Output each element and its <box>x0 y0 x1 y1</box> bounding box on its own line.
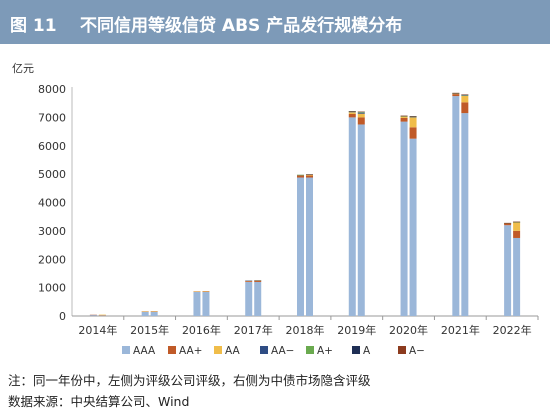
bar-segment-right <box>98 315 106 316</box>
bar-segment-left <box>193 291 201 316</box>
figure-label: 图 11 <box>10 16 57 36</box>
bar-segment-right <box>357 112 365 113</box>
bar-segment-right <box>254 280 262 282</box>
bar-segment-left <box>297 175 304 178</box>
bar-segment-left <box>400 117 408 122</box>
bar-segment-left <box>141 311 149 316</box>
bar-segment-right <box>98 314 106 316</box>
bar-segment-left <box>452 93 460 95</box>
bar-segment-left <box>452 94 460 97</box>
legend-swatch <box>122 346 130 354</box>
x-tick-label: 2019年 <box>337 323 376 337</box>
bar-segment-left <box>348 113 356 118</box>
legend-swatch <box>168 346 176 354</box>
bar-segment-right <box>461 95 469 96</box>
x-tick-label: 2022年 <box>493 323 532 337</box>
x-tick-label: 2018年 <box>286 323 325 337</box>
bar-segment-right <box>357 117 365 125</box>
legend-label: A− <box>409 345 425 357</box>
legend-label: AA <box>225 345 240 357</box>
bar-segment-left <box>452 96 460 316</box>
legend-swatch <box>352 346 360 354</box>
y-tick-label: 0 <box>59 310 66 323</box>
y-axis-unit-label: 亿元 <box>12 62 34 75</box>
bar-segment-right <box>409 116 417 118</box>
bar-segment-left <box>504 223 512 226</box>
legend-label: AAA <box>133 345 156 357</box>
stacked-bar-chart: 亿元 0 1000 2000 3000 4000 5000 6000 7000 8000 2014年… <box>12 62 539 357</box>
bar-segment-right <box>202 291 210 316</box>
bar-segment-right <box>357 112 365 114</box>
legend-label: AA− <box>271 345 294 357</box>
legend-label: A <box>363 345 371 357</box>
bar-segment-right <box>513 237 521 316</box>
y-tick-label: 2000 <box>38 253 66 266</box>
bar-segment-right <box>306 177 313 316</box>
bar-segment-right <box>461 102 469 114</box>
bar-segment-right <box>461 95 469 103</box>
y-tick-label: 8000 <box>38 83 66 96</box>
bar-segment-right <box>357 124 365 316</box>
bar-segment-right <box>461 113 469 317</box>
bar-segment-left <box>348 111 356 113</box>
y-tick-label: 3000 <box>38 225 66 238</box>
figure-title: 不同信用等级信贷 ABS 产品发行规模分布 <box>80 16 403 36</box>
x-tick-label: 2017年 <box>234 323 273 337</box>
legend-swatch <box>214 346 222 354</box>
y-tick-label: 7000 <box>38 111 66 124</box>
bar-segment-left <box>245 281 253 282</box>
bar-segment-left <box>89 314 97 316</box>
y-tick-label: 6000 <box>38 140 66 153</box>
legend-swatch <box>306 346 314 354</box>
bar-segment-left <box>348 117 356 316</box>
x-tick-label: 2014年 <box>78 323 117 337</box>
bar-segment-left <box>348 112 356 114</box>
chart-note: 注：同一年份中，左侧为评级公司评级，右侧为中债市场隐含评级 <box>8 373 371 388</box>
bar-segment-left <box>400 121 408 316</box>
bar-segment-right <box>409 127 417 139</box>
x-tick-label: 2020年 <box>389 323 428 337</box>
bar-segment-left <box>297 177 304 316</box>
x-tick-label: 2021年 <box>441 323 480 337</box>
legend-label: A+ <box>317 345 333 357</box>
legend-swatch <box>260 346 268 354</box>
bar-segment-right <box>150 311 158 316</box>
x-tick-label: 2015年 <box>130 323 169 337</box>
y-tick-label: 5000 <box>38 168 66 181</box>
bar-segment-right <box>357 113 365 118</box>
x-tick-label: 2016年 <box>182 323 221 337</box>
bar-segment-left <box>245 281 253 316</box>
bar-segment-right <box>513 222 521 231</box>
bar-segment-right <box>513 230 521 238</box>
bar-segment-right <box>409 138 417 316</box>
legend-swatch <box>398 346 406 354</box>
bar-segment-right <box>409 117 417 128</box>
figure-header: 图 11 不同信用等级信贷 ABS 产品发行规模分布 <box>0 0 550 44</box>
bar-segment-right <box>254 281 262 316</box>
bar-segment-left <box>504 225 512 316</box>
bar-segment-right <box>306 175 313 178</box>
data-source: 数据来源：中央结算公司、Wind <box>8 394 190 409</box>
bar-segment-left <box>400 116 408 118</box>
legend-label: AA+ <box>179 345 202 357</box>
bar-segment-right <box>306 174 313 176</box>
y-tick-label: 1000 <box>38 282 66 295</box>
y-tick-label: 4000 <box>38 197 66 210</box>
